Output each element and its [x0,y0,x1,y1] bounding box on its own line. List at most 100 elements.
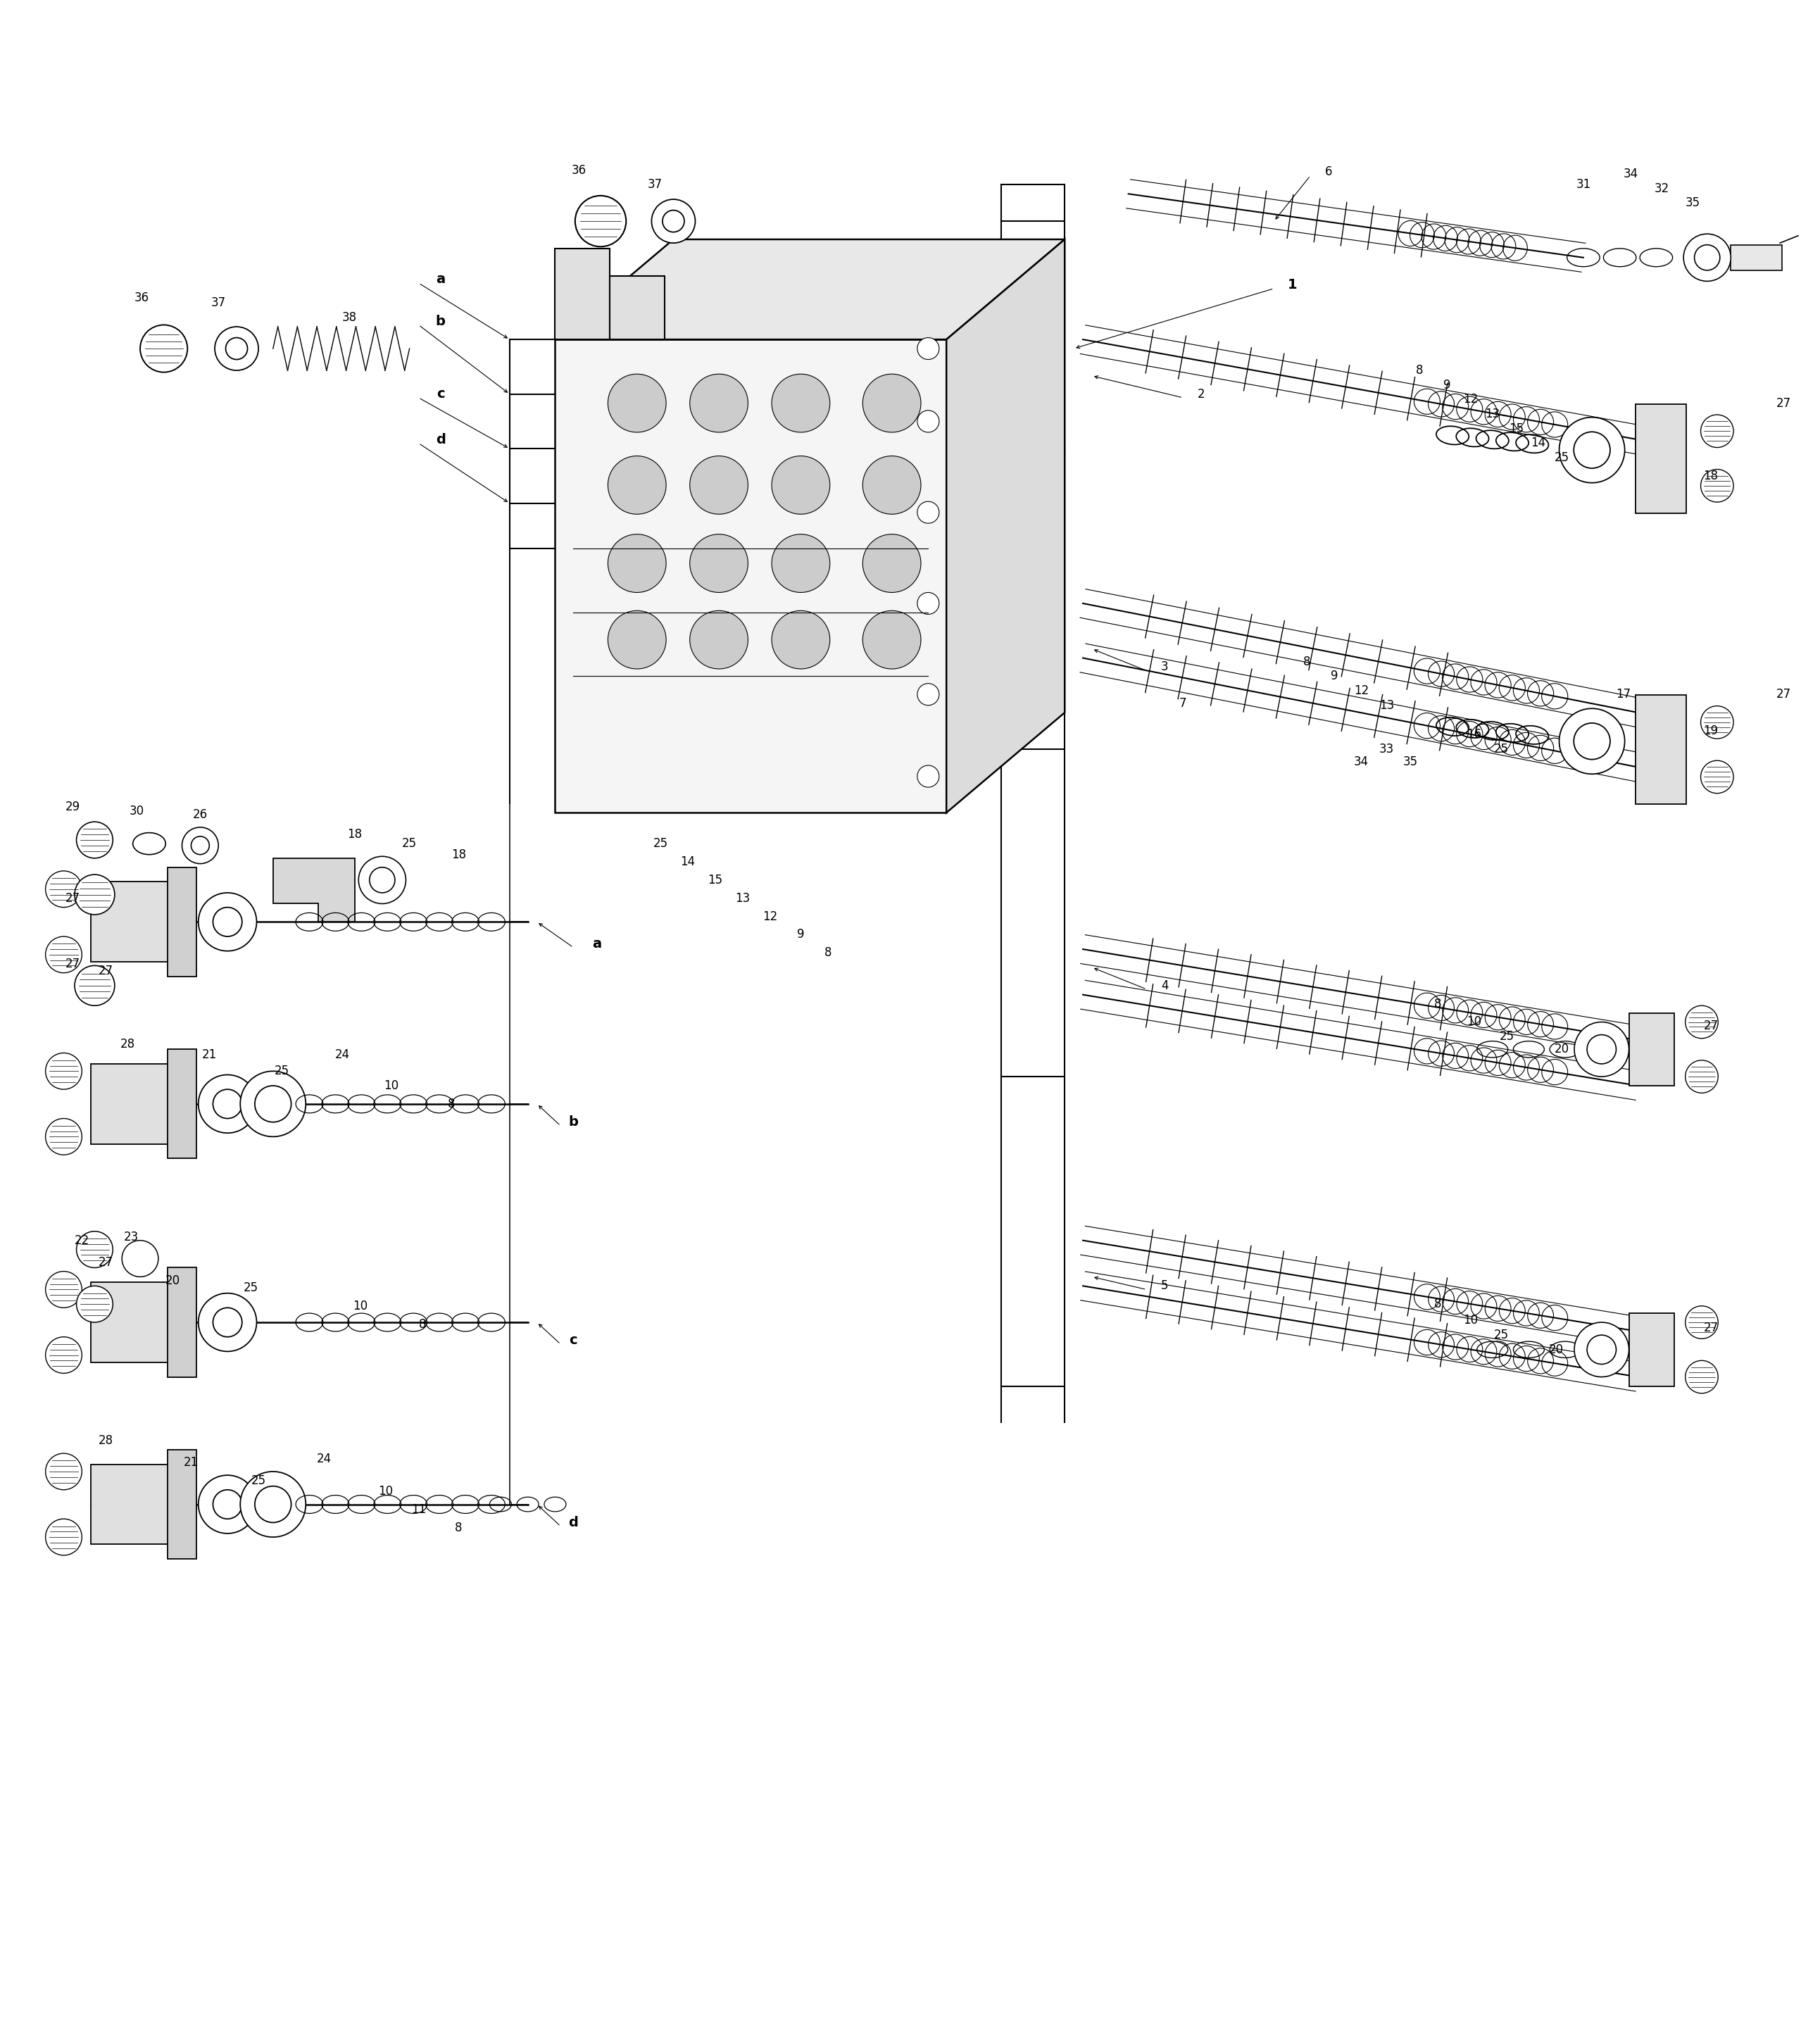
Polygon shape [91,1282,191,1363]
Circle shape [191,836,209,854]
Text: 21: 21 [202,1049,217,1061]
Circle shape [46,936,82,973]
Text: 24: 24 [335,1049,349,1061]
Circle shape [1685,1006,1718,1038]
Text: 2: 2 [1198,388,1205,401]
Text: 23: 23 [124,1230,138,1243]
Polygon shape [555,249,610,339]
Circle shape [76,1286,113,1322]
Text: 10: 10 [1463,1314,1478,1327]
Text: 27: 27 [66,957,80,971]
Text: 32: 32 [1654,182,1669,194]
Text: c: c [570,1335,577,1347]
Text: 6: 6 [1325,166,1332,178]
Polygon shape [167,867,197,977]
Polygon shape [1629,1014,1674,1085]
Circle shape [690,374,748,431]
Text: 9: 9 [797,928,804,940]
Circle shape [46,1053,82,1089]
Circle shape [198,893,257,950]
Text: 8: 8 [419,1318,426,1331]
Text: 25: 25 [1494,1329,1509,1341]
Circle shape [46,1519,82,1555]
Text: 24: 24 [317,1453,331,1466]
Circle shape [1685,1361,1718,1394]
Text: 27: 27 [66,891,80,905]
Text: c: c [437,388,444,401]
Polygon shape [91,1063,191,1145]
Text: 33: 33 [1380,742,1394,756]
Text: 25: 25 [1500,1030,1514,1042]
Circle shape [46,1337,82,1374]
Circle shape [46,1271,82,1308]
Text: 30: 30 [129,805,144,818]
Circle shape [198,1075,257,1132]
Text: 26: 26 [193,807,207,822]
Text: 25: 25 [1494,742,1509,756]
Text: 10: 10 [353,1300,368,1312]
Circle shape [917,593,939,615]
Circle shape [213,1089,242,1118]
Polygon shape [167,1267,197,1378]
Circle shape [917,764,939,787]
Text: 27: 27 [1776,689,1791,701]
Text: 37: 37 [211,296,226,309]
Circle shape [863,456,921,515]
Polygon shape [91,881,191,963]
Circle shape [690,533,748,593]
Text: 25: 25 [275,1065,289,1077]
Circle shape [608,611,666,668]
Circle shape [213,908,242,936]
Text: 8: 8 [824,946,832,959]
Text: 3: 3 [1161,660,1168,672]
Text: 8: 8 [448,1098,455,1110]
Circle shape [76,1230,113,1267]
Text: 8: 8 [455,1521,462,1535]
Circle shape [198,1294,257,1351]
Text: 35: 35 [1685,196,1700,208]
Text: 27: 27 [98,1255,113,1269]
Polygon shape [273,858,355,922]
Text: b: b [568,1116,579,1128]
Circle shape [1587,1034,1616,1063]
Polygon shape [1731,245,1782,270]
Circle shape [1700,705,1733,738]
Text: 36: 36 [135,290,149,305]
Circle shape [1685,1306,1718,1339]
Polygon shape [167,1049,197,1159]
Circle shape [1574,1022,1629,1077]
Text: 13: 13 [735,891,750,905]
Text: 25: 25 [1554,452,1569,464]
Circle shape [652,200,695,243]
Text: 13: 13 [1380,699,1394,711]
Circle shape [240,1472,306,1537]
Circle shape [1700,415,1733,448]
Text: 8: 8 [1434,1298,1441,1310]
Text: 18: 18 [1704,470,1718,482]
Circle shape [140,325,187,372]
Circle shape [255,1085,291,1122]
Circle shape [1574,431,1611,468]
Circle shape [76,822,113,858]
Text: 8: 8 [1434,997,1441,1010]
Circle shape [1560,417,1625,482]
Text: 34: 34 [1623,168,1638,180]
Polygon shape [946,239,1065,814]
Circle shape [917,411,939,431]
Text: 18: 18 [451,848,466,861]
Text: 25: 25 [653,838,668,850]
Circle shape [1683,233,1731,282]
Circle shape [46,1453,82,1490]
Text: 17: 17 [1616,689,1631,701]
Text: 12: 12 [1354,685,1369,697]
Text: 12: 12 [763,910,777,922]
Circle shape [575,196,626,247]
Text: 9: 9 [1443,378,1451,390]
Text: 13: 13 [1485,407,1500,421]
Circle shape [772,611,830,668]
Circle shape [662,211,684,233]
Polygon shape [167,1449,197,1560]
Text: 27: 27 [1704,1320,1718,1335]
Text: 25: 25 [244,1282,258,1294]
Circle shape [863,611,921,668]
